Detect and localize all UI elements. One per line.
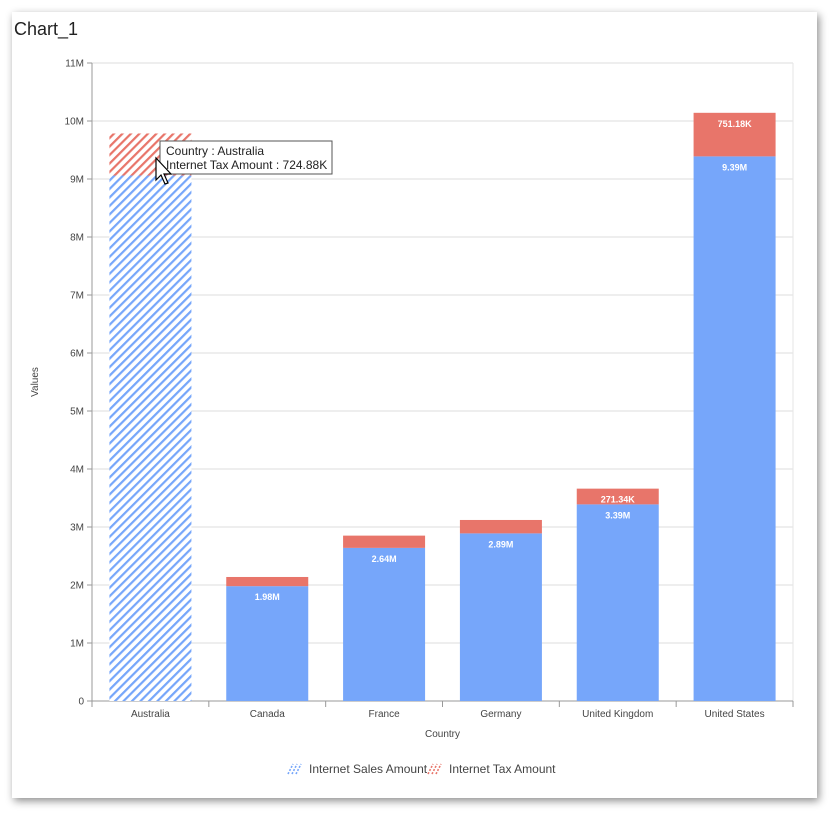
y-tick-label: 1M [70, 639, 84, 650]
bar-internet-sales-germany[interactable] [459, 533, 542, 701]
legend-item-internet-sales-amount[interactable]: Internet Sales Amount [287, 762, 428, 776]
chart-title: Chart_1 [14, 19, 79, 39]
data-label-tax: 271.34K [601, 495, 636, 505]
legend-item-internet-tax-amount[interactable]: Internet Tax Amount [427, 762, 556, 776]
bar-internet-sales-united-states[interactable] [693, 156, 776, 701]
y-tick-label: 7M [70, 291, 84, 302]
y-tick-label: 6M [70, 349, 84, 360]
x-tick-label: Australia [131, 709, 170, 720]
x-tick-label: United Kingdom [582, 709, 653, 720]
y-tick-label: 10M [65, 117, 84, 128]
y-tick-label: 2M [70, 581, 84, 592]
x-tick-label: Canada [250, 709, 285, 720]
bar-internet-sales-france[interactable] [343, 547, 426, 701]
x-tick-label: France [369, 709, 401, 720]
legend-hatch-icon [287, 763, 302, 775]
x-axis-title: Country [425, 729, 460, 740]
legend-hatch-icon [427, 763, 442, 775]
y-tick-label: 0 [78, 697, 84, 708]
y-tick-label: 9M [70, 175, 84, 186]
x-tick-label: Germany [480, 709, 521, 720]
data-label-tax: 751.18K [718, 119, 753, 129]
y-tick-label: 3M [70, 523, 84, 534]
bar-internet-tax-united-states[interactable] [693, 112, 776, 157]
bar-internet-tax-germany[interactable] [459, 519, 542, 534]
tooltip: Country : Australia Internet Tax Amount … [159, 140, 333, 175]
legend-label: Internet Tax Amount [449, 762, 556, 776]
data-label-sales: 1.98M [255, 592, 280, 602]
bar-internet-sales-australia[interactable] [109, 175, 192, 701]
y-tick-label: 8M [70, 233, 84, 244]
tooltip-line-value: Internet Tax Amount : 724.88K [166, 158, 327, 172]
bar-internet-tax-canada[interactable] [226, 576, 309, 587]
legend-label: Internet Sales Amount [309, 762, 428, 776]
data-label-sales: 9.39M [722, 162, 747, 172]
y-axis-title: Values [30, 367, 41, 397]
data-label-sales: 2.64M [372, 554, 397, 564]
y-tick-label: 5M [70, 407, 84, 418]
bar-internet-tax-france[interactable] [343, 535, 426, 548]
bar-internet-tax-united-kingdom[interactable] [576, 488, 659, 505]
bar-internet-sales-united-kingdom[interactable] [576, 504, 659, 701]
data-label-sales: 3.39M [605, 510, 630, 520]
x-tick-label: United States [705, 709, 765, 720]
y-tick-label: 4M [70, 465, 84, 476]
mouse-cursor-icon [155, 156, 173, 185]
data-label-sales: 2.89M [488, 539, 513, 549]
y-tick-label: 11M [65, 59, 84, 70]
tooltip-line-country: Country : Australia [166, 144, 264, 158]
bar-internet-sales-canada[interactable] [226, 586, 309, 701]
